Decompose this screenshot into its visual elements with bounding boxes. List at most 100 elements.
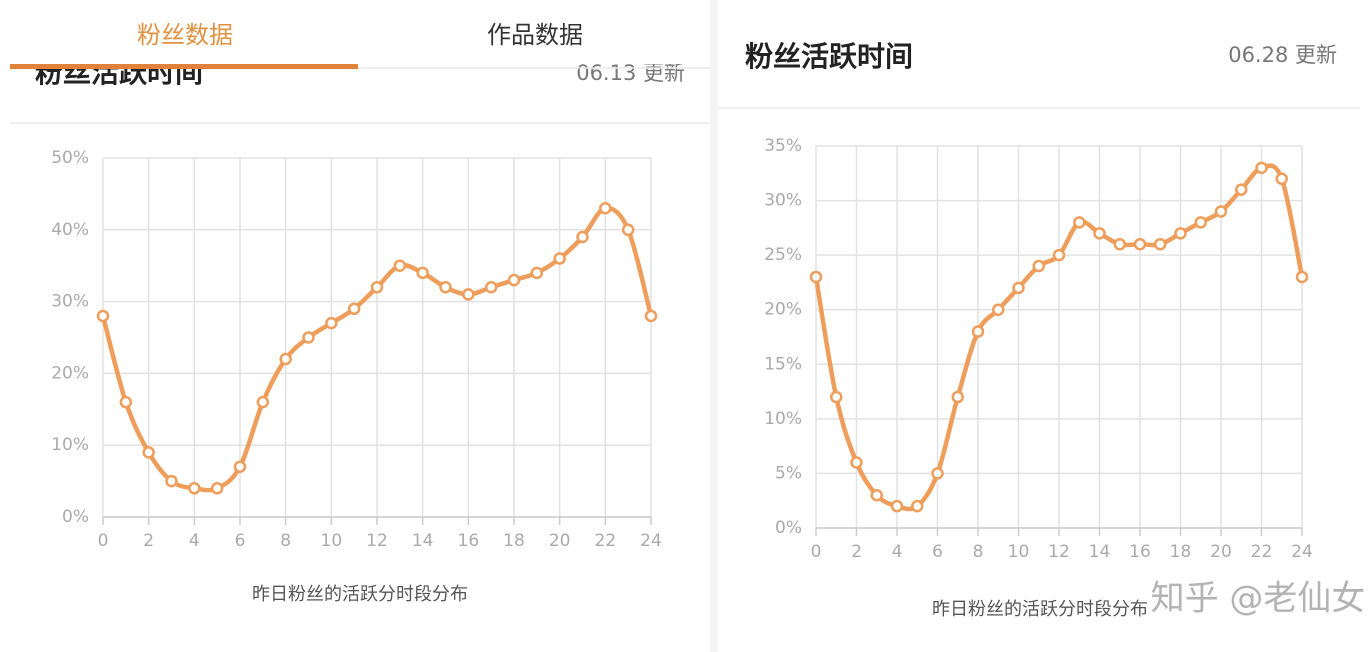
x-tick-label: 22 <box>595 531 617 551</box>
watermark: 知乎 @老仙女 <box>1151 579 1366 619</box>
x-tick-label: 18 <box>503 531 525 551</box>
x-tick-label: 0 <box>98 531 109 551</box>
data-point <box>96 309 110 323</box>
x-tick-label: 6 <box>235 531 246 551</box>
data-point <box>1194 216 1207 229</box>
x-tick-label: 20 <box>1210 542 1232 562</box>
x-tick-label: 12 <box>366 531 388 551</box>
y-tick-label: 30% <box>764 191 802 211</box>
data-point <box>279 352 292 366</box>
data-point <box>599 202 612 215</box>
x-tick-label: 2 <box>851 542 862 562</box>
x-tick-label: 8 <box>280 531 291 551</box>
data-point <box>1093 227 1106 240</box>
data-point <box>439 280 452 294</box>
data-point <box>256 395 270 409</box>
x-tick-label: 6 <box>932 542 943 562</box>
y-tick-label: 25% <box>764 245 802 265</box>
y-tick-label: 5% <box>775 463 802 483</box>
chart-subtitle: 06.13 更新 <box>576 61 685 85</box>
data-point <box>870 489 883 502</box>
x-tick-label: 14 <box>1089 542 1111 562</box>
chart-title: 粉丝活跃时间 <box>745 40 913 73</box>
x-tick-label: 10 <box>321 531 343 551</box>
data-point <box>1073 216 1086 229</box>
data-point <box>830 390 843 404</box>
tab-bar-bg <box>0 0 710 64</box>
data-point <box>393 259 407 272</box>
data-point <box>1174 227 1187 240</box>
data-point <box>1275 172 1288 185</box>
chart-subtitle: 06.28 更新 <box>1228 43 1337 67</box>
data-point <box>530 266 544 280</box>
data-point <box>1113 237 1126 251</box>
data-point <box>507 273 521 287</box>
data-point <box>931 467 944 480</box>
data-point <box>1214 205 1228 218</box>
y-tick-label: 0% <box>62 507 89 527</box>
y-tick-label: 20% <box>51 363 89 383</box>
x-tick-label: 16 <box>1129 542 1151 562</box>
data-point <box>484 280 498 294</box>
data-point <box>347 302 361 316</box>
data-point <box>621 223 635 237</box>
x-tick-label: 20 <box>549 531 571 551</box>
x-tick-label: 22 <box>1251 542 1273 562</box>
separator <box>710 0 718 652</box>
x-tick-label: 24 <box>1291 542 1313 562</box>
y-tick-label: 30% <box>51 292 89 312</box>
data-point <box>302 331 315 344</box>
x-tick-label: 4 <box>892 542 903 562</box>
x-tick-label: 12 <box>1048 542 1070 562</box>
data-point <box>644 309 658 323</box>
data-point <box>809 270 823 284</box>
data-point <box>233 460 247 473</box>
y-tick-label: 0% <box>775 518 802 538</box>
x-tick-label: 16 <box>458 531 480 551</box>
x-tick-label: 4 <box>189 531 200 551</box>
charts: 粉丝活跃时间 06.13 更新0%10%20%30%40%50%0 2 4 6 8 10 12… <box>35 40 1337 620</box>
data-point <box>142 446 155 459</box>
data-point <box>370 280 384 294</box>
data-point <box>210 482 224 495</box>
data-point <box>850 456 863 469</box>
data-point <box>1052 248 1066 262</box>
data-point <box>165 474 178 488</box>
data-point <box>911 499 924 513</box>
data-point <box>576 230 589 244</box>
x-tick-label: 10 <box>1008 542 1030 562</box>
y-tick-label: 20% <box>764 300 802 320</box>
data-point <box>1032 259 1045 273</box>
x-tick-label: 0 <box>811 542 822 562</box>
x-axis-label: 昨日粉丝的活跃分时段分布 <box>932 599 1148 620</box>
data-point <box>1133 237 1147 251</box>
y-tick-label: 40% <box>51 220 89 240</box>
x-tick-label: 18 <box>1170 542 1192 562</box>
y-tick-label: 10% <box>51 435 89 455</box>
data-point <box>119 395 133 409</box>
x-tick-label: 24 <box>640 531 662 551</box>
y-tick-label: 50% <box>51 148 89 168</box>
data-point <box>890 499 904 513</box>
data-point <box>1154 237 1167 251</box>
data-point <box>1295 270 1309 284</box>
tab-bar: 粉丝数据 作品数据 <box>0 0 710 69</box>
tab-indicator <box>10 64 358 69</box>
tab[interactable]: 粉丝数据 <box>137 21 233 49</box>
data-point <box>951 390 964 404</box>
x-tick-label: 2 <box>143 531 154 551</box>
tab[interactable]: 作品数据 <box>487 21 583 49</box>
data-point <box>1012 281 1025 295</box>
data-point <box>971 325 985 338</box>
data-point <box>553 252 566 265</box>
data-point <box>188 482 201 495</box>
data-point <box>1255 161 1268 175</box>
y-tick-label: 15% <box>764 354 802 374</box>
y-tick-label: 10% <box>764 409 802 429</box>
x-tick-label: 14 <box>412 531 434 551</box>
x-tick-label: 8 <box>973 542 984 562</box>
data-point <box>462 288 475 301</box>
x-axis-label: 昨日粉丝的活跃分时段分布 <box>252 584 468 605</box>
